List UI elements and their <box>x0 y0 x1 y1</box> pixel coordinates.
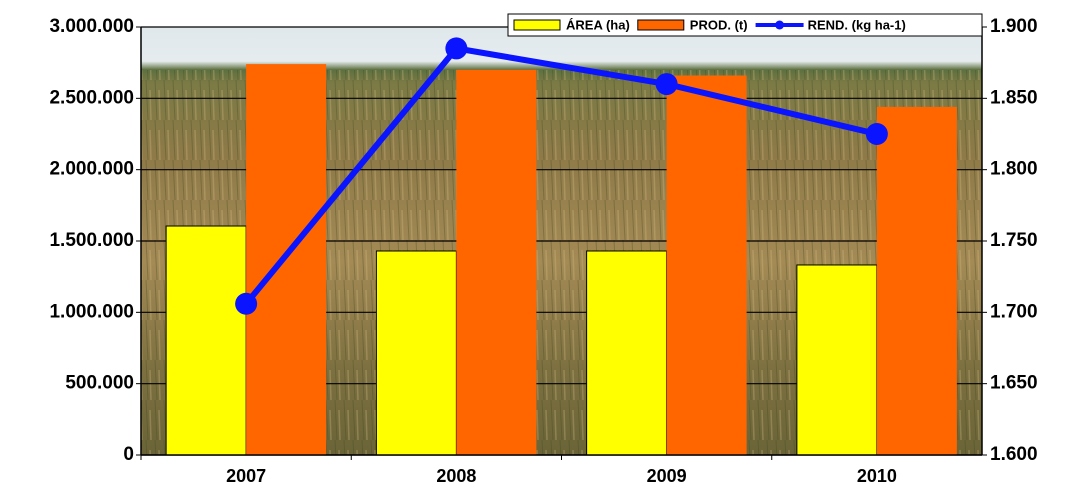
bar <box>586 250 668 456</box>
line-marker <box>445 37 468 60</box>
y-tick-label: 0 <box>123 444 134 465</box>
x-tick-label: 2007 <box>226 466 266 486</box>
y2-tick-label: 1.850 <box>990 87 1038 108</box>
legend-swatch <box>637 19 685 31</box>
y-tick-label: 2.000.000 <box>49 159 134 180</box>
y-tick-label: 2.500.000 <box>49 87 134 108</box>
y-tick-label: 1.500.000 <box>49 230 134 251</box>
line-marker <box>235 292 258 315</box>
legend-label: REND. (kg ha-1) <box>808 17 906 32</box>
x-tick-label: 2008 <box>436 466 476 486</box>
bar <box>456 69 537 456</box>
y-tick-label: 1.000.000 <box>49 301 134 322</box>
legend-swatch <box>513 19 561 31</box>
x-tick-label: 2010 <box>857 466 897 486</box>
y2-tick-label: 1.900 <box>990 16 1038 37</box>
line <box>243 45 878 306</box>
legend-label: PROD. (t) <box>690 17 748 32</box>
y2-tick-label: 1.750 <box>990 230 1038 251</box>
line-marker <box>655 73 678 96</box>
line-marker <box>865 123 888 145</box>
bar <box>666 75 747 456</box>
legend-label: ÁREA (ha) <box>566 17 630 32</box>
y2-tick-label: 1.800 <box>990 159 1038 180</box>
y2-tick-label: 1.650 <box>990 373 1038 394</box>
x-tick-label: 2009 <box>647 466 687 486</box>
legend-box <box>507 13 983 37</box>
bar <box>375 250 457 456</box>
bar <box>796 264 878 456</box>
y2-tick-label: 1.700 <box>990 301 1038 322</box>
y-tick-label: 500.000 <box>65 373 134 394</box>
y2-tick-label: 1.600 <box>990 444 1038 465</box>
y-tick-label: 3.000.000 <box>49 16 134 37</box>
bar <box>165 225 247 456</box>
legend-swatch-marker <box>775 20 785 30</box>
marks <box>165 37 957 456</box>
bar <box>876 106 957 455</box>
legend: ÁREA (ha) PROD. (t) REND. (kg ha-1) <box>507 13 983 37</box>
